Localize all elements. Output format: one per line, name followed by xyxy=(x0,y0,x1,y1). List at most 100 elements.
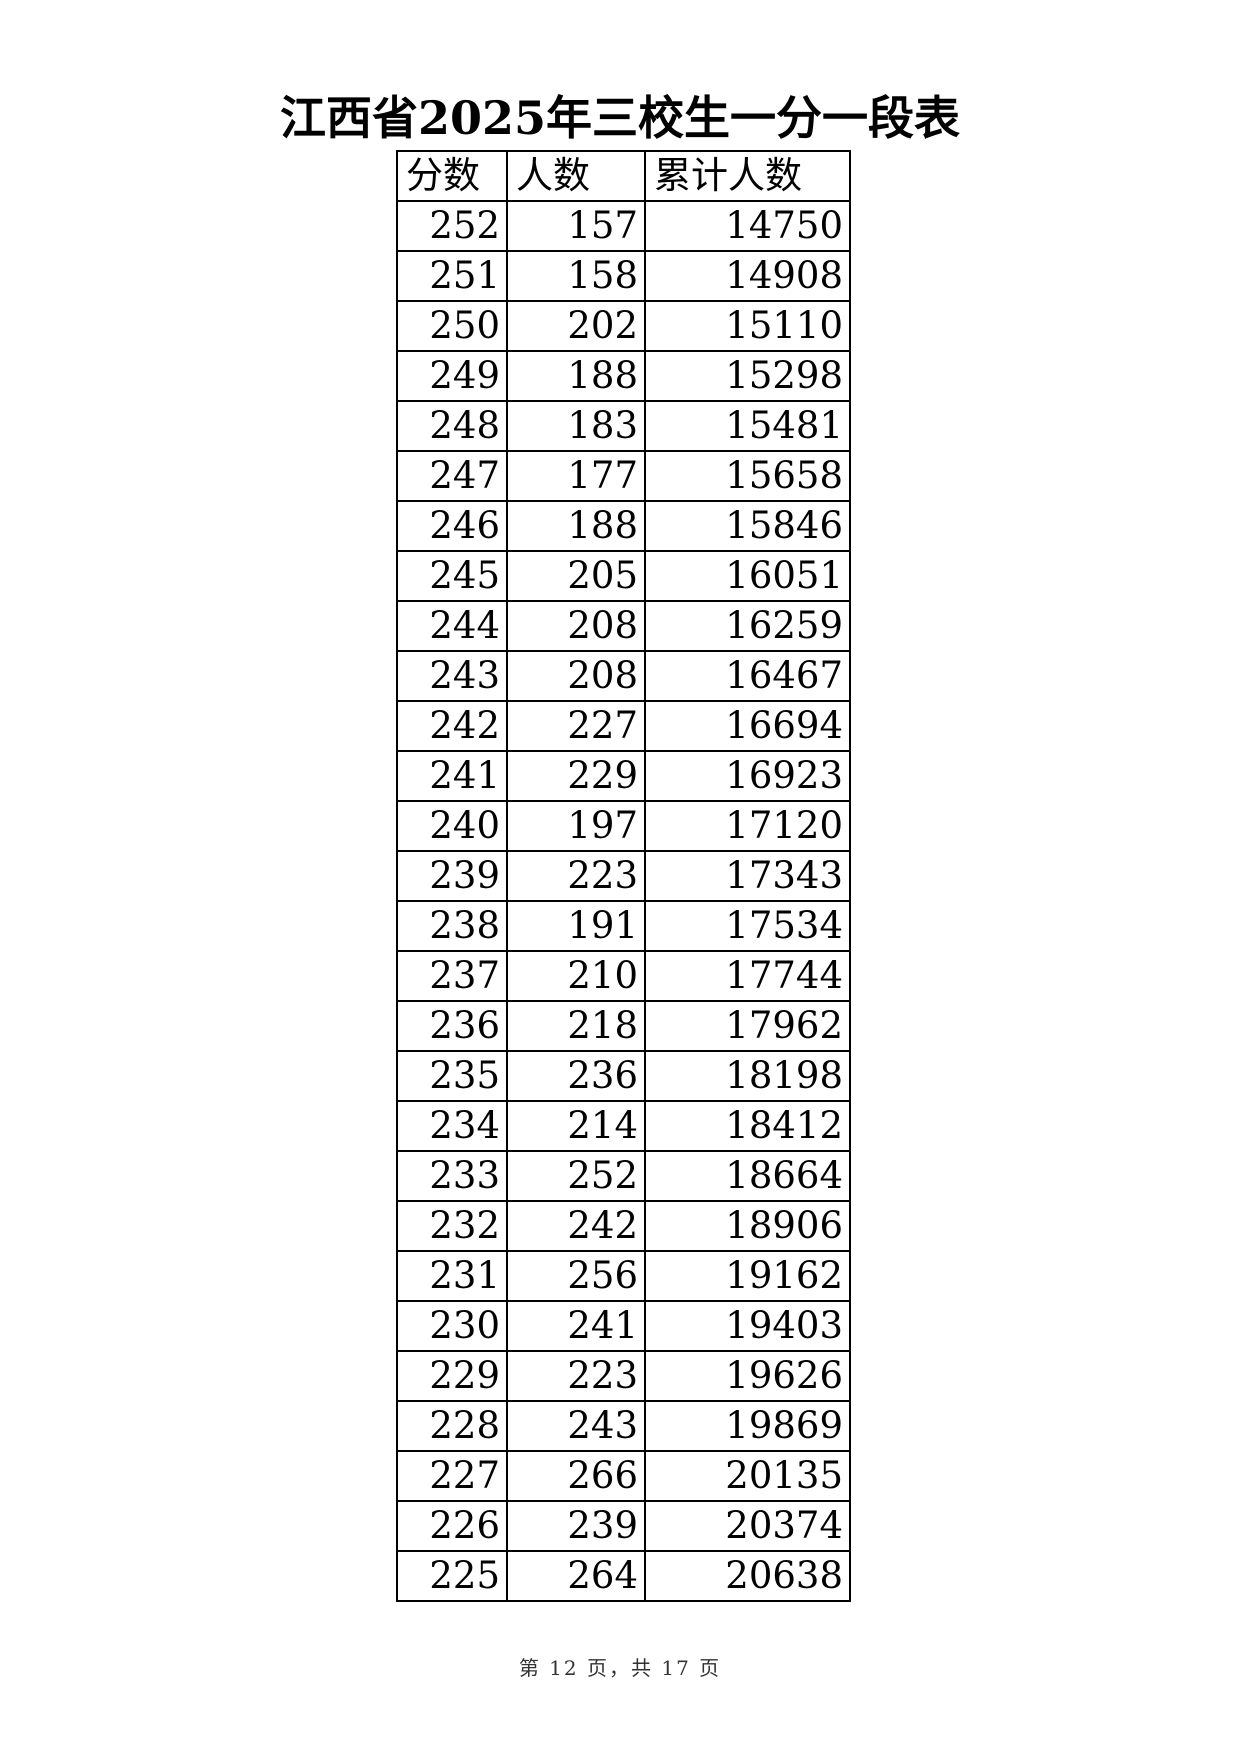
table-row: 240 197 17120 xyxy=(396,800,851,852)
cell-cumulative: 17962 xyxy=(644,1000,851,1052)
cell-count: 188 xyxy=(506,350,646,402)
table-row: 242 227 16694 xyxy=(396,700,851,752)
table-row: 228 243 19869 xyxy=(396,1400,851,1452)
table-row: 237 210 17744 xyxy=(396,950,851,1002)
table-row: 231 256 19162 xyxy=(396,1250,851,1302)
cell-count: 218 xyxy=(506,1000,646,1052)
score-distribution-table: 分数 人数 累计人数 252 157 14750 251 158 14908 250 202 1… xyxy=(396,150,851,1602)
cell-count: 264 xyxy=(506,1550,646,1602)
page-title: 江西省2025年三校生一分一段表 xyxy=(279,91,961,145)
cell-score: 231 xyxy=(396,1250,508,1302)
cell-score: 234 xyxy=(396,1100,508,1152)
table-row: 249 188 15298 xyxy=(396,350,851,402)
table-row: 244 208 16259 xyxy=(396,600,851,652)
cell-cumulative: 15298 xyxy=(644,350,851,402)
cell-count: 241 xyxy=(506,1300,646,1352)
cell-score: 237 xyxy=(396,950,508,1002)
cell-cumulative: 18664 xyxy=(644,1150,851,1202)
cell-count: 223 xyxy=(506,850,646,902)
cell-score: 229 xyxy=(396,1350,508,1402)
cell-cumulative: 15658 xyxy=(644,450,851,502)
table-row: 239 223 17343 xyxy=(396,850,851,902)
cell-cumulative: 15846 xyxy=(644,500,851,552)
cell-cumulative: 19162 xyxy=(644,1250,851,1302)
table-row: 234 214 18412 xyxy=(396,1100,851,1152)
cell-score: 244 xyxy=(396,600,508,652)
cell-cumulative: 18412 xyxy=(644,1100,851,1152)
cell-cumulative: 17343 xyxy=(644,850,851,902)
cell-score: 243 xyxy=(396,650,508,702)
cell-count: 208 xyxy=(506,650,646,702)
cell-count: 191 xyxy=(506,900,646,952)
cell-count: 223 xyxy=(506,1350,646,1402)
cell-count: 157 xyxy=(506,200,646,252)
cell-count: 239 xyxy=(506,1500,646,1552)
cell-score: 235 xyxy=(396,1050,508,1102)
table-row: 232 242 18906 xyxy=(396,1200,851,1252)
cell-score: 246 xyxy=(396,500,508,552)
cell-count: 205 xyxy=(506,550,646,602)
header-cumulative: 累计人数 xyxy=(644,150,851,202)
cell-cumulative: 14750 xyxy=(644,200,851,252)
cell-score: 241 xyxy=(396,750,508,802)
cell-cumulative: 16923 xyxy=(644,750,851,802)
cell-cumulative: 16467 xyxy=(644,650,851,702)
cell-score: 225 xyxy=(396,1550,508,1602)
table-row: 250 202 15110 xyxy=(396,300,851,352)
table-row: 251 158 14908 xyxy=(396,250,851,302)
table-row: 235 236 18198 xyxy=(396,1050,851,1102)
cell-score: 239 xyxy=(396,850,508,902)
cell-cumulative: 16259 xyxy=(644,600,851,652)
cell-cumulative: 19403 xyxy=(644,1300,851,1352)
cell-count: 227 xyxy=(506,700,646,752)
cell-cumulative: 17120 xyxy=(644,800,851,852)
table-row: 241 229 16923 xyxy=(396,750,851,802)
table-row: 230 241 19403 xyxy=(396,1300,851,1352)
cell-cumulative: 19626 xyxy=(644,1350,851,1402)
cell-cumulative: 20135 xyxy=(644,1450,851,1502)
cell-count: 177 xyxy=(506,450,646,502)
cell-count: 210 xyxy=(506,950,646,1002)
table-row: 248 183 15481 xyxy=(396,400,851,452)
cell-score: 250 xyxy=(396,300,508,352)
cell-score: 226 xyxy=(396,1500,508,1552)
cell-score: 252 xyxy=(396,200,508,252)
cell-count: 242 xyxy=(506,1200,646,1252)
cell-count: 243 xyxy=(506,1400,646,1452)
table-row: 233 252 18664 xyxy=(396,1150,851,1202)
cell-cumulative: 15110 xyxy=(644,300,851,352)
cell-cumulative: 16051 xyxy=(644,550,851,602)
table-row: 236 218 17962 xyxy=(396,1000,851,1052)
cell-count: 252 xyxy=(506,1150,646,1202)
cell-score: 230 xyxy=(396,1300,508,1352)
cell-count: 158 xyxy=(506,250,646,302)
table-header-row: 分数 人数 累计人数 xyxy=(396,150,851,202)
cell-count: 183 xyxy=(506,400,646,452)
cell-cumulative: 17744 xyxy=(644,950,851,1002)
cell-count: 188 xyxy=(506,500,646,552)
table-row: 226 239 20374 xyxy=(396,1500,851,1552)
cell-score: 232 xyxy=(396,1200,508,1252)
table-row: 225 264 20638 xyxy=(396,1550,851,1602)
cell-score: 251 xyxy=(396,250,508,302)
header-count: 人数 xyxy=(506,150,646,202)
cell-cumulative: 18906 xyxy=(644,1200,851,1252)
table-row: 238 191 17534 xyxy=(396,900,851,952)
cell-score: 228 xyxy=(396,1400,508,1452)
cell-cumulative: 15481 xyxy=(644,400,851,452)
cell-score: 248 xyxy=(396,400,508,452)
cell-count: 256 xyxy=(506,1250,646,1302)
table-row: 245 205 16051 xyxy=(396,550,851,602)
cell-count: 208 xyxy=(506,600,646,652)
cell-cumulative: 18198 xyxy=(644,1050,851,1102)
header-score: 分数 xyxy=(396,150,508,202)
cell-cumulative: 17534 xyxy=(644,900,851,952)
cell-cumulative: 16694 xyxy=(644,700,851,752)
cell-count: 266 xyxy=(506,1450,646,1502)
cell-cumulative: 19869 xyxy=(644,1400,851,1452)
cell-score: 245 xyxy=(396,550,508,602)
cell-score: 236 xyxy=(396,1000,508,1052)
table-row: 246 188 15846 xyxy=(396,500,851,552)
table-row: 247 177 15658 xyxy=(396,450,851,502)
cell-score: 227 xyxy=(396,1450,508,1502)
